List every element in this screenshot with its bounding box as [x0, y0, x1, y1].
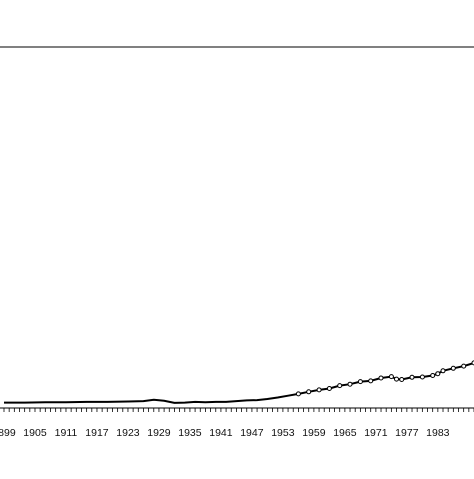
series-layer [4, 360, 474, 404]
x-ticks [3, 408, 474, 412]
data-point [409, 374, 415, 380]
data-point [440, 368, 446, 374]
data-point [430, 373, 436, 378]
x-tick-label: 1983 [426, 427, 450, 439]
x-tick-labels: 1899 1905 1911 1917 1923 1929 1935 1941 1947 1953… [0, 427, 450, 439]
x-tick-label: 1911 [55, 427, 78, 439]
data-point [419, 374, 425, 380]
x-tick-label: 1971 [364, 427, 388, 439]
series-line [4, 361, 474, 404]
x-tick-label: 1929 [147, 427, 171, 439]
data-point [399, 377, 405, 382]
x-tick-label: 1935 [178, 427, 202, 439]
x-tick-label: 1947 [240, 427, 264, 439]
x-tick-label: 1953 [271, 427, 295, 439]
data-point [378, 375, 384, 381]
x-tick-label: 1977 [395, 427, 419, 439]
data-point [306, 389, 312, 395]
data-point [347, 381, 353, 387]
data-point [357, 379, 363, 385]
data-point [326, 386, 332, 391]
data-point [295, 391, 301, 397]
data-point [450, 365, 456, 371]
x-tick-label: 1899 [0, 427, 16, 439]
data-point [368, 378, 374, 384]
data-point [435, 371, 441, 377]
x-tick-label: 1917 [85, 427, 109, 439]
data-point [461, 363, 467, 369]
x-tick-label: 1959 [302, 427, 326, 439]
x-tick-label: 1923 [116, 427, 140, 439]
x-tick-label: 1905 [23, 427, 47, 439]
x-tick-label: 1941 [209, 427, 233, 439]
data-point [394, 376, 399, 382]
x-tick-label: 1965 [333, 427, 357, 439]
data-point [388, 374, 394, 380]
data-point [316, 387, 322, 393]
data-point [337, 383, 343, 389]
